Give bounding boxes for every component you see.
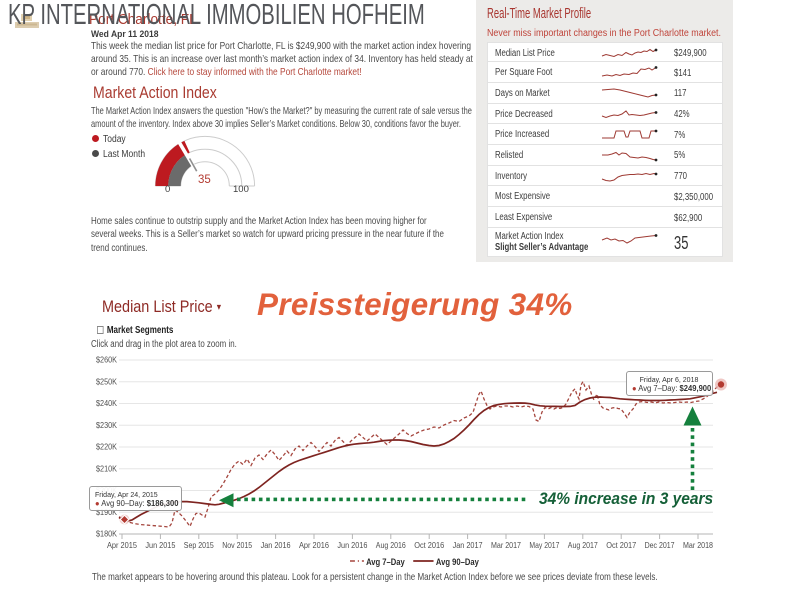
svg-text:Jun 2016: Jun 2016: [337, 541, 367, 550]
svg-text:$220K: $220K: [96, 443, 118, 452]
svg-text:Dec 2017: Dec 2017: [645, 541, 675, 550]
svg-text:$210K: $210K: [96, 464, 118, 473]
svg-text:Mar 2018: Mar 2018: [683, 541, 713, 550]
svg-text:Jan 2017: Jan 2017: [453, 541, 483, 550]
svg-text:Sep 2015: Sep 2015: [184, 541, 215, 550]
svg-text:$250K: $250K: [96, 377, 118, 386]
svg-text:Mar 2017: Mar 2017: [491, 541, 521, 550]
svg-text:Oct 2017: Oct 2017: [606, 541, 636, 550]
svg-text:May 2017: May 2017: [529, 541, 559, 550]
svg-text:Aug 2016: Aug 2016: [376, 541, 406, 550]
svg-text:$190K: $190K: [96, 508, 118, 517]
svg-text:Nov 2015: Nov 2015: [222, 541, 253, 550]
svg-text:Jan 2016: Jan 2016: [261, 541, 291, 550]
svg-text:Jun 2015: Jun 2015: [145, 541, 176, 550]
svg-text:Aug 2017: Aug 2017: [568, 541, 598, 550]
svg-text:Apr 2015: Apr 2015: [107, 541, 138, 550]
svg-text:Oct 2016: Oct 2016: [414, 541, 444, 550]
svg-text:$260K: $260K: [96, 356, 118, 365]
svg-text:$240K: $240K: [96, 399, 118, 408]
svg-text:Apr 2016: Apr 2016: [299, 541, 329, 550]
svg-text:$230K: $230K: [96, 421, 118, 430]
svg-text:$180K: $180K: [96, 530, 118, 539]
